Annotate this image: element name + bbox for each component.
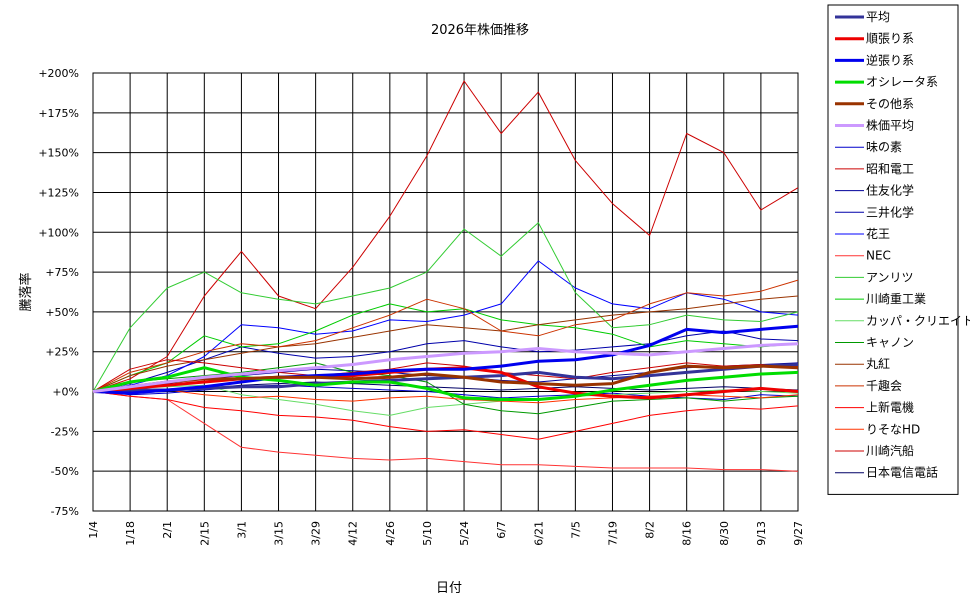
series-line <box>92 303 799 392</box>
legend-label: カッパ・クリエイト <box>866 314 970 328</box>
legend: 平均順張り系逆張り系オシレータ系その他系株価平均味の素昭和電工住友化学三井化学花… <box>827 4 970 495</box>
y-tick-label: -25% <box>51 425 79 438</box>
legend-label: 逆張り系 <box>866 52 914 67</box>
legend-label: その他系 <box>866 97 914 111</box>
series-line <box>92 295 799 392</box>
y-tick-labels: +200% +175% +150% +125% +100% +75% +50% +25% +0%… <box>38 67 79 518</box>
legend-label: 平均 <box>866 10 890 24</box>
x-tick-label: 5/10 <box>421 521 434 546</box>
y-axis-label: 騰落率 <box>18 272 34 311</box>
series-line <box>92 391 799 440</box>
y-tick-label: -75% <box>51 505 79 518</box>
series-line <box>92 222 799 392</box>
y-tick-label: -50% <box>51 465 79 478</box>
legend-label: 上新電機 <box>866 400 914 415</box>
chart-title: 2026年株価推移 <box>431 23 529 38</box>
x-tick-label: 5/24 <box>458 521 471 546</box>
legend-box <box>827 4 959 495</box>
chart-series <box>92 80 799 472</box>
legend-label: 住友化学 <box>866 183 914 198</box>
legend-label: 株価平均 <box>866 118 914 133</box>
series-line <box>92 366 799 401</box>
x-tick-label: 8/16 <box>681 521 694 546</box>
series-line <box>92 359 799 392</box>
x-tick-label: 9/27 <box>792 521 805 546</box>
x-tick-label: 7/5 <box>569 521 582 539</box>
legend-label: りそなHD <box>866 422 920 436</box>
legend-label: 昭和電工 <box>866 162 914 176</box>
series-line <box>92 260 799 392</box>
plot-area <box>92 72 799 512</box>
x-tick-labels: 1/4 1/18 2/1 2/15 3/1 3/15 3/29 4/12 4/26 5/10 5/2… <box>87 521 805 546</box>
y-tick-label: +150% <box>38 147 79 160</box>
x-tick-label: 1/18 <box>124 521 137 546</box>
x-tick-label: 4/26 <box>384 521 397 546</box>
y-tick-label: +50% <box>45 306 79 319</box>
series-line <box>92 279 799 392</box>
legend-label: 千趣会 <box>866 378 902 393</box>
x-tick-label: 8/30 <box>718 521 731 546</box>
y-tick-label: +75% <box>45 266 79 279</box>
x-tick-label: 2/1 <box>161 521 174 539</box>
y-tick-label: +25% <box>45 346 79 359</box>
x-axis-label: 日付 <box>436 581 462 596</box>
x-tick-label: 4/12 <box>347 521 360 546</box>
legend-label: 丸紅 <box>866 357 890 371</box>
x-tick-label: 1/4 <box>87 521 100 539</box>
series-line <box>92 363 799 393</box>
series-line <box>92 80 799 392</box>
y-tick-label: +200% <box>38 67 79 80</box>
x-tick-label: 8/2 <box>644 521 657 539</box>
legend-label: 日本電信電話 <box>866 465 938 480</box>
x-tick-label: 9/13 <box>755 521 768 546</box>
legend-label: アンリツ <box>866 270 914 284</box>
series-line <box>92 330 799 392</box>
legend-label: 順張り系 <box>866 32 914 46</box>
legend-label: 三井化学 <box>866 204 914 219</box>
legend-label: 味の素 <box>866 140 902 154</box>
series-line <box>92 324 799 395</box>
legend-label: キャノン <box>866 336 914 350</box>
y-tick-label: +0% <box>52 386 79 399</box>
x-tick-label: 3/15 <box>273 521 286 546</box>
x-tick-label: 7/19 <box>606 521 619 546</box>
x-tick-label: 6/7 <box>495 521 508 539</box>
legend-label: NEC <box>866 249 891 263</box>
legend-label: オシレータ系 <box>866 75 938 89</box>
y-tick-label: +100% <box>38 226 79 239</box>
series-line <box>92 364 799 393</box>
x-tick-label: 3/29 <box>310 521 323 546</box>
legend-label: 花王 <box>866 226 890 241</box>
series-line <box>92 391 799 472</box>
x-tick-label: 2/15 <box>198 521 211 546</box>
series-line <box>92 342 799 393</box>
x-tick-label: 3/1 <box>235 521 248 539</box>
legend-label: 川崎汽船 <box>866 443 914 458</box>
legend-label: 川崎重工業 <box>866 292 926 306</box>
chart-grid <box>92 72 799 512</box>
y-tick-label: +125% <box>38 186 79 199</box>
x-tick-label: 6/21 <box>532 521 545 546</box>
y-tick-label: +175% <box>38 107 79 120</box>
